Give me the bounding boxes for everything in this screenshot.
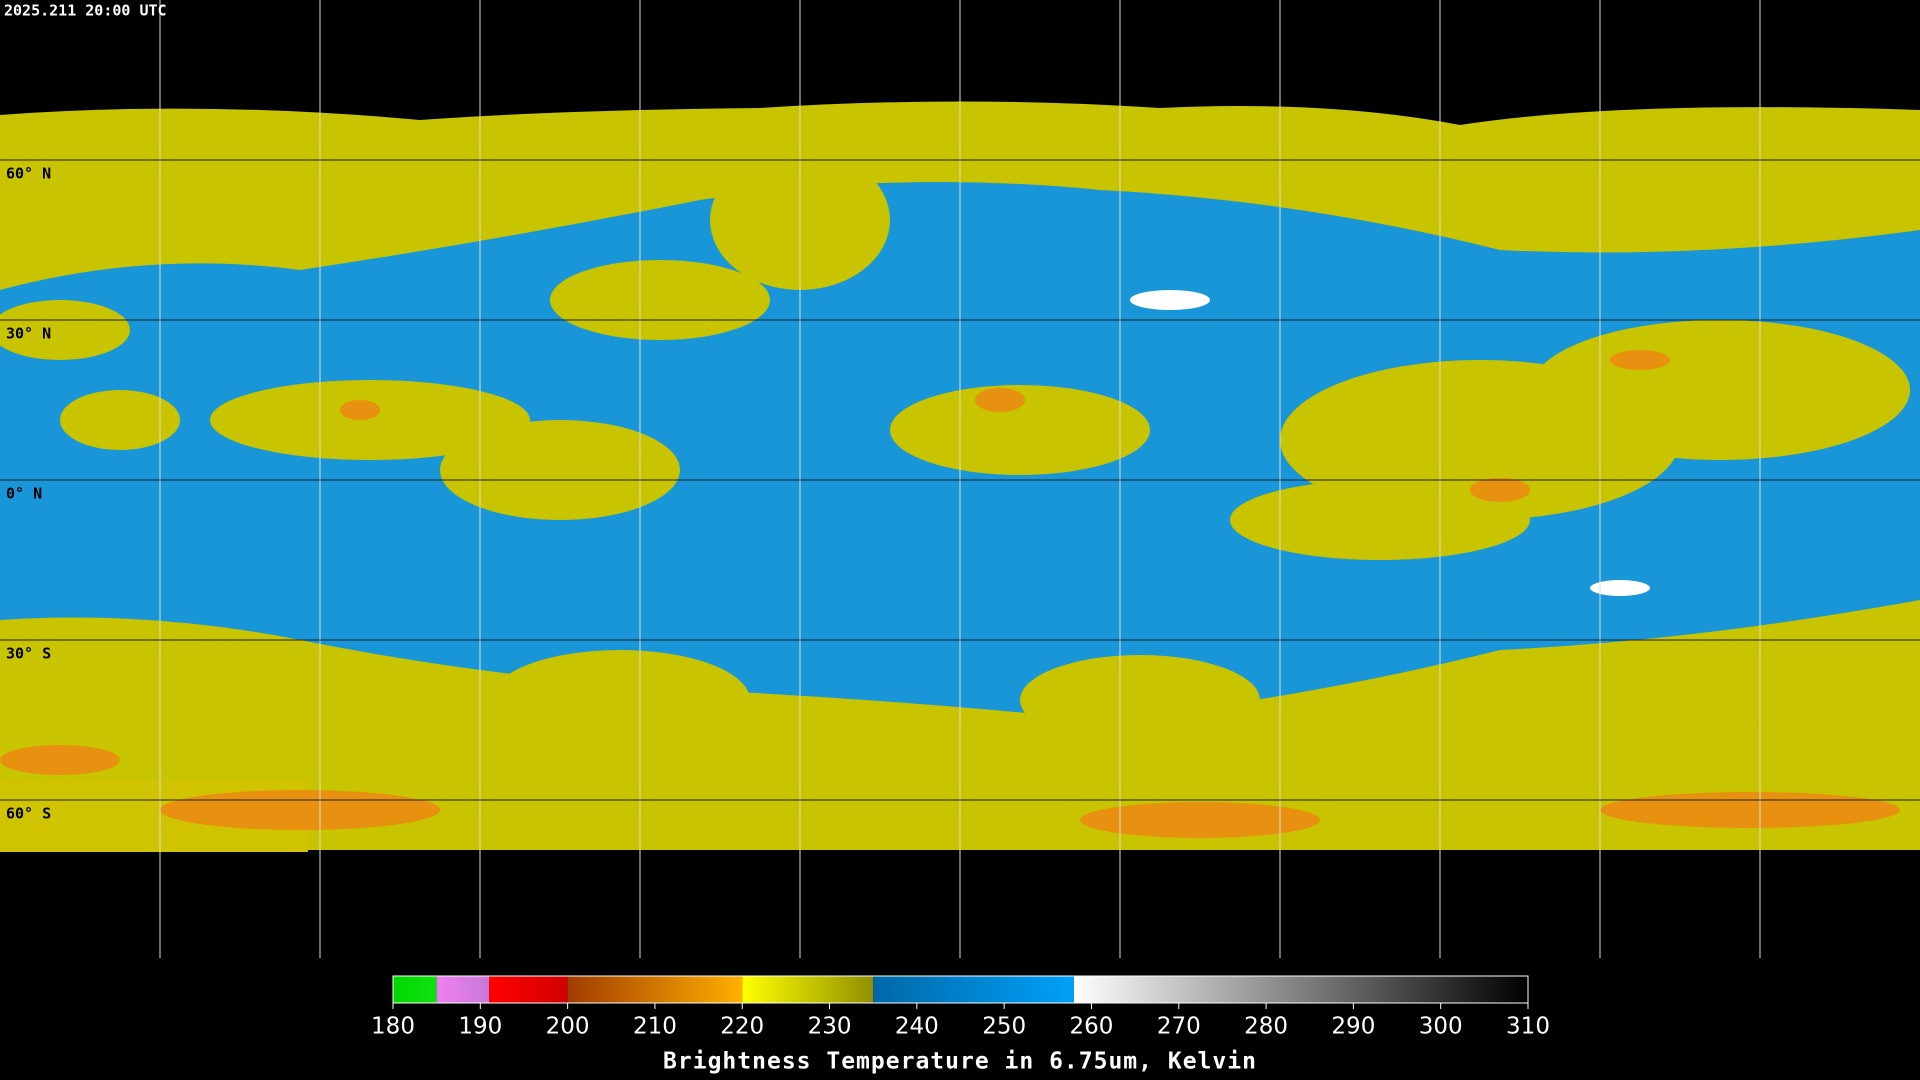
colorbar-tick-label: 290: [1331, 1014, 1375, 1040]
latitude-label: 0° N: [6, 485, 42, 503]
colorbar-tick-label: 230: [808, 1014, 852, 1040]
colorbar-tick-label: 250: [982, 1014, 1026, 1040]
colorbar-tick-label: 310: [1506, 1014, 1550, 1040]
colorbar-tick-label: 190: [458, 1014, 502, 1040]
colorbar-title: Brightness Temperature in 6.75um, Kelvin: [663, 1049, 1257, 1075]
latitude-label: 30° S: [6, 645, 51, 663]
colorbar-tick-label: 210: [633, 1014, 677, 1040]
dry-pockets: [1130, 290, 1650, 596]
colorbar-tick-label: 300: [1419, 1014, 1463, 1040]
timestamp: 2025.211 20:00 UTC: [4, 2, 167, 20]
latitude-label: 30° N: [6, 325, 51, 343]
colorbar-segment: [742, 976, 874, 1003]
colorbar-segment: [393, 976, 437, 1003]
colorbar-frame: [392, 975, 1529, 1004]
colorbar-tick-label: 280: [1244, 1014, 1288, 1040]
colorbar-segment: [436, 976, 490, 1003]
colorbar-tick-label: 260: [1070, 1014, 1114, 1040]
colorbar-tick-label: 240: [895, 1014, 939, 1040]
colorbar-tick-label: 220: [720, 1014, 764, 1040]
colorbar-segment: [1074, 976, 1528, 1003]
colorbar-segment: [873, 976, 1074, 1003]
colorbar-tick-label: 180: [371, 1014, 415, 1040]
colorbar-segment: [567, 976, 743, 1003]
colorbar-tick-label: 270: [1157, 1014, 1201, 1040]
latitude-label: 60° S: [6, 805, 51, 823]
graticule: [0, 0, 1920, 958]
latitude-label: 60° N: [6, 165, 51, 183]
colorbar-tick-label: 200: [546, 1014, 590, 1040]
colorbar-segment: [489, 976, 568, 1003]
